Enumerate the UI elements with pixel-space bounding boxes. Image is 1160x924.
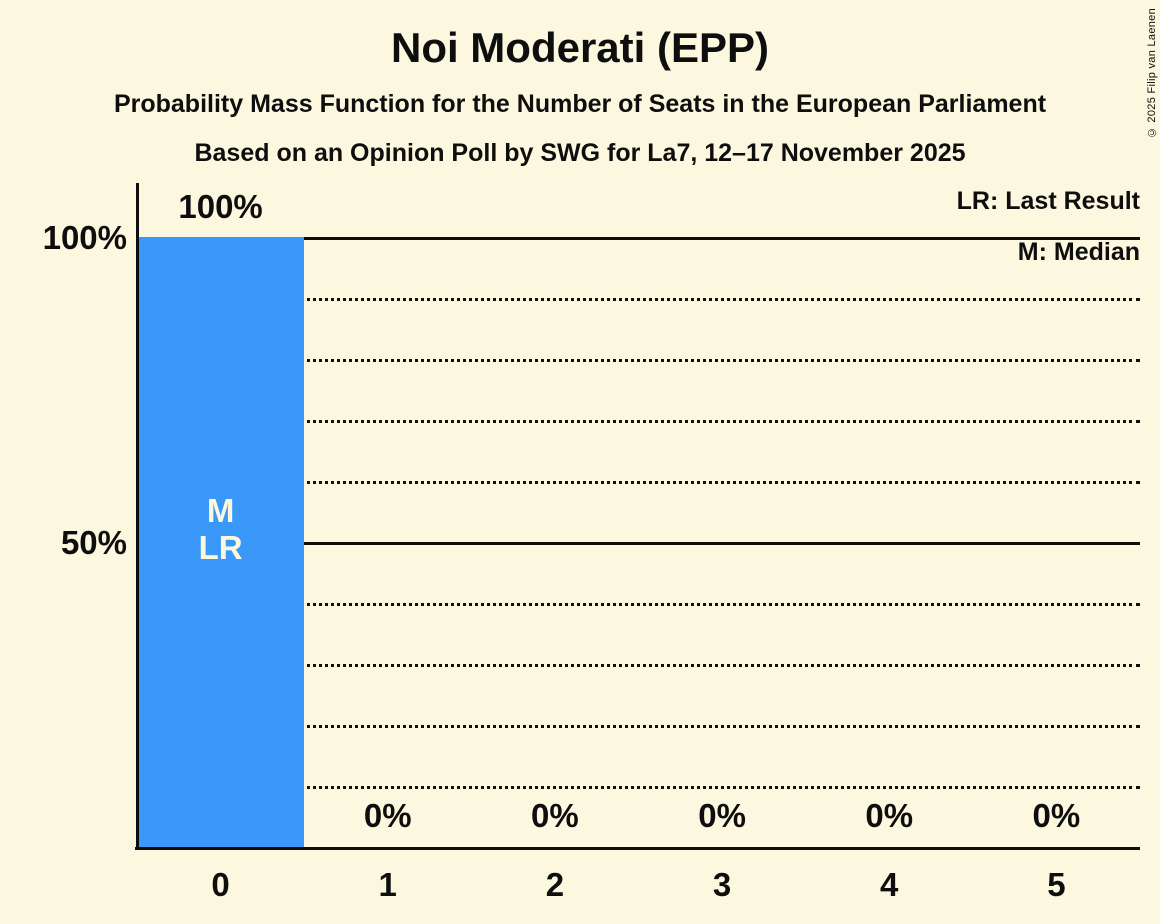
value-label-seats-4: 0% (865, 797, 914, 834)
y-axis-tick-100: 100% (42, 219, 127, 256)
y-axis-tick-50: 50% (60, 524, 127, 561)
median-last-result-markers: M LR (137, 492, 304, 566)
value-label-seats-3: 0% (698, 797, 746, 834)
chart-poll-source: Based on an Opinion Poll by SWG for La7,… (194, 139, 966, 167)
gridline-30pct (138, 663, 1140, 667)
gridline-100pct (138, 236, 1140, 240)
x-axis-tick-0: 0 (211, 866, 230, 903)
legend-last-result: LR: Last Result (956, 187, 1140, 215)
median-marker: M (206, 492, 235, 529)
gridline-20pct (138, 724, 1140, 728)
last-result-marker: LR (198, 529, 243, 566)
gridline-60pct (138, 480, 1140, 484)
gridline-70pct (138, 419, 1140, 423)
x-axis-tick-5: 5 (1047, 866, 1066, 903)
x-axis-line (135, 847, 1140, 850)
x-axis-tick-4: 4 (880, 866, 899, 903)
x-axis-tick-3: 3 (712, 866, 732, 903)
gridline-40pct (138, 602, 1140, 606)
chart-title: Noi Moderati (EPP) (390, 24, 770, 71)
chart-subtitle: Probability Mass Function for the Number… (113, 90, 1047, 118)
value-label-seats-2: 0% (531, 797, 579, 834)
gridline-90pct (138, 297, 1140, 301)
bar-seats-0 (138, 237, 305, 847)
value-label-seats-1: 0% (363, 797, 412, 834)
x-axis-tick-2: 2 (545, 866, 565, 903)
value-label-seats-0: 100% (178, 188, 263, 225)
legend-median: M: Median (1017, 238, 1140, 266)
gridline-80pct (138, 358, 1140, 362)
copyright-notice: © 2025 Filip van Laenen (1146, 8, 1158, 139)
gridline-50pct (138, 541, 1140, 545)
x-axis-tick-1: 1 (378, 866, 397, 903)
y-axis-line (136, 183, 139, 850)
gridline-10pct (138, 785, 1140, 789)
value-label-seats-5: 0% (1032, 797, 1081, 834)
